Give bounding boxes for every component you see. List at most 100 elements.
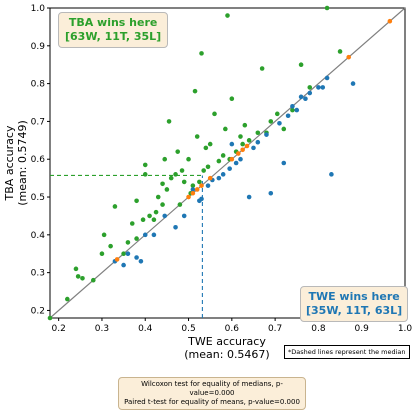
- x-tick-label: 0.8: [311, 324, 326, 334]
- data-point-tba: [162, 156, 168, 162]
- data-point-tba: [223, 126, 228, 132]
- data-point-tba: [142, 172, 148, 177]
- data-point-twe: [181, 213, 187, 219]
- data-point-twe: [316, 85, 321, 90]
- y-tick-label: 0.3: [31, 269, 45, 279]
- ttest-line: Paired t-test for equality of means, p-v…: [124, 398, 300, 406]
- x-tick-label: 0.7: [268, 324, 282, 334]
- data-point-tba: [281, 126, 287, 132]
- data-point-tba: [134, 198, 139, 204]
- data-point-tba: [147, 213, 152, 219]
- data-point-tba: [65, 296, 70, 302]
- data-point-tba: [298, 62, 304, 68]
- data-point-tba: [240, 141, 245, 147]
- data-point-tba: [194, 134, 200, 139]
- data-point-tba: [73, 266, 79, 272]
- data-point-tie: [199, 183, 204, 188]
- data-point-tba: [192, 88, 198, 94]
- data-point-tba: [290, 107, 295, 113]
- data-point-tba: [203, 145, 209, 151]
- data-point-tba: [225, 13, 230, 18]
- tba-wins-counts: [63W, 11T, 35L]: [65, 30, 162, 43]
- data-point-tie: [244, 143, 250, 149]
- data-point-tba: [173, 172, 178, 177]
- data-point-twe: [350, 81, 356, 86]
- data-point-tba: [101, 232, 107, 238]
- data-point-tie: [387, 18, 393, 24]
- data-point-twe: [142, 232, 148, 238]
- data-point-twe: [264, 132, 269, 137]
- data-point-tba: [166, 119, 172, 124]
- data-point-twe: [205, 183, 211, 188]
- x-tick-label: 0.9: [355, 324, 370, 334]
- data-point-twe: [290, 103, 295, 109]
- data-point-twe: [285, 113, 291, 119]
- tba-wins-annotation: TBA wins here [63W, 11T, 35L]: [58, 12, 169, 48]
- data-point-tba: [112, 204, 118, 209]
- data-point-twe: [329, 172, 334, 177]
- data-point-tba: [186, 156, 191, 162]
- data-point-tba: [75, 274, 81, 279]
- data-point-tba: [207, 141, 213, 147]
- data-point-twe: [251, 145, 256, 151]
- data-point-twe: [246, 194, 252, 200]
- data-point-tba: [121, 251, 126, 257]
- data-point-twe: [294, 107, 300, 113]
- data-point-tba: [99, 251, 105, 257]
- data-point-tba: [229, 96, 235, 102]
- data-point-tba: [201, 168, 206, 173]
- y-axis-subtitle: (mean: 0.5749): [16, 120, 29, 205]
- median-note: *Dashed lines represent the median: [284, 345, 410, 359]
- data-point-tba: [151, 217, 157, 223]
- data-point-twe: [190, 187, 196, 192]
- data-point-twe: [268, 190, 274, 196]
- data-point-tba: [155, 194, 161, 200]
- data-point-twe: [220, 172, 226, 177]
- data-point-twe: [227, 166, 232, 171]
- y-tick-label: 0.9: [31, 42, 46, 52]
- data-point-tba: [268, 119, 274, 124]
- y-tick-label: 0.5: [31, 193, 45, 203]
- data-point-twe: [324, 75, 330, 81]
- axis-ticks: 0.2 0.3 0.4 0.5 0.6 0.7 0.8 0.9 1.0 0.2 0.3 0.4 0.5 0…: [31, 4, 413, 334]
- y-tick-label: 1.0: [31, 4, 46, 14]
- data-point-tba: [129, 221, 135, 226]
- data-point-tba: [242, 122, 248, 128]
- data-point-twe: [162, 213, 168, 219]
- data-point-tba: [255, 130, 261, 136]
- y-tick-label: 0.2: [31, 306, 45, 316]
- data-point-twe: [134, 255, 139, 260]
- data-point-twe: [233, 160, 239, 166]
- data-point-tba: [274, 111, 280, 117]
- statistical-tests-box: Wilcoxon test for equality of medians, p…: [118, 377, 306, 410]
- data-point-twe: [173, 224, 178, 230]
- data-point-tba: [47, 315, 53, 321]
- data-point-twe: [121, 262, 126, 268]
- x-tick-label: 0.3: [95, 324, 109, 334]
- y-tick-label: 0.4: [31, 231, 46, 241]
- twe-wins-title: TWE wins here: [308, 290, 400, 303]
- twe-wins-annotation: TWE wins here [35W, 11T, 63L]: [300, 286, 409, 322]
- tba-wins-title: TBA wins here: [68, 16, 158, 29]
- data-point-tie: [236, 151, 241, 156]
- data-point-twe: [138, 258, 144, 264]
- data-point-tie: [186, 194, 191, 200]
- data-point-tba: [199, 51, 204, 56]
- data-point-tba: [212, 111, 217, 117]
- data-point-twe: [216, 175, 222, 181]
- diagonal-line: [49, 7, 406, 319]
- x-tick-label: 0.2: [51, 324, 65, 334]
- data-point-tba: [177, 202, 183, 207]
- x-tick-label: 0.6: [225, 324, 240, 334]
- data-point-tba: [125, 240, 131, 245]
- y-tick-label: 0.7: [31, 117, 45, 127]
- x-axis-subtitle: (mean: 0.5467): [184, 348, 269, 361]
- data-point-tba: [160, 202, 165, 207]
- data-point-tba: [220, 153, 226, 158]
- data-point-tba: [108, 243, 113, 249]
- data-point-tba: [168, 175, 174, 181]
- data-point-tba: [90, 277, 96, 283]
- chart-marks: [47, 5, 406, 321]
- data-point-tba: [164, 187, 170, 192]
